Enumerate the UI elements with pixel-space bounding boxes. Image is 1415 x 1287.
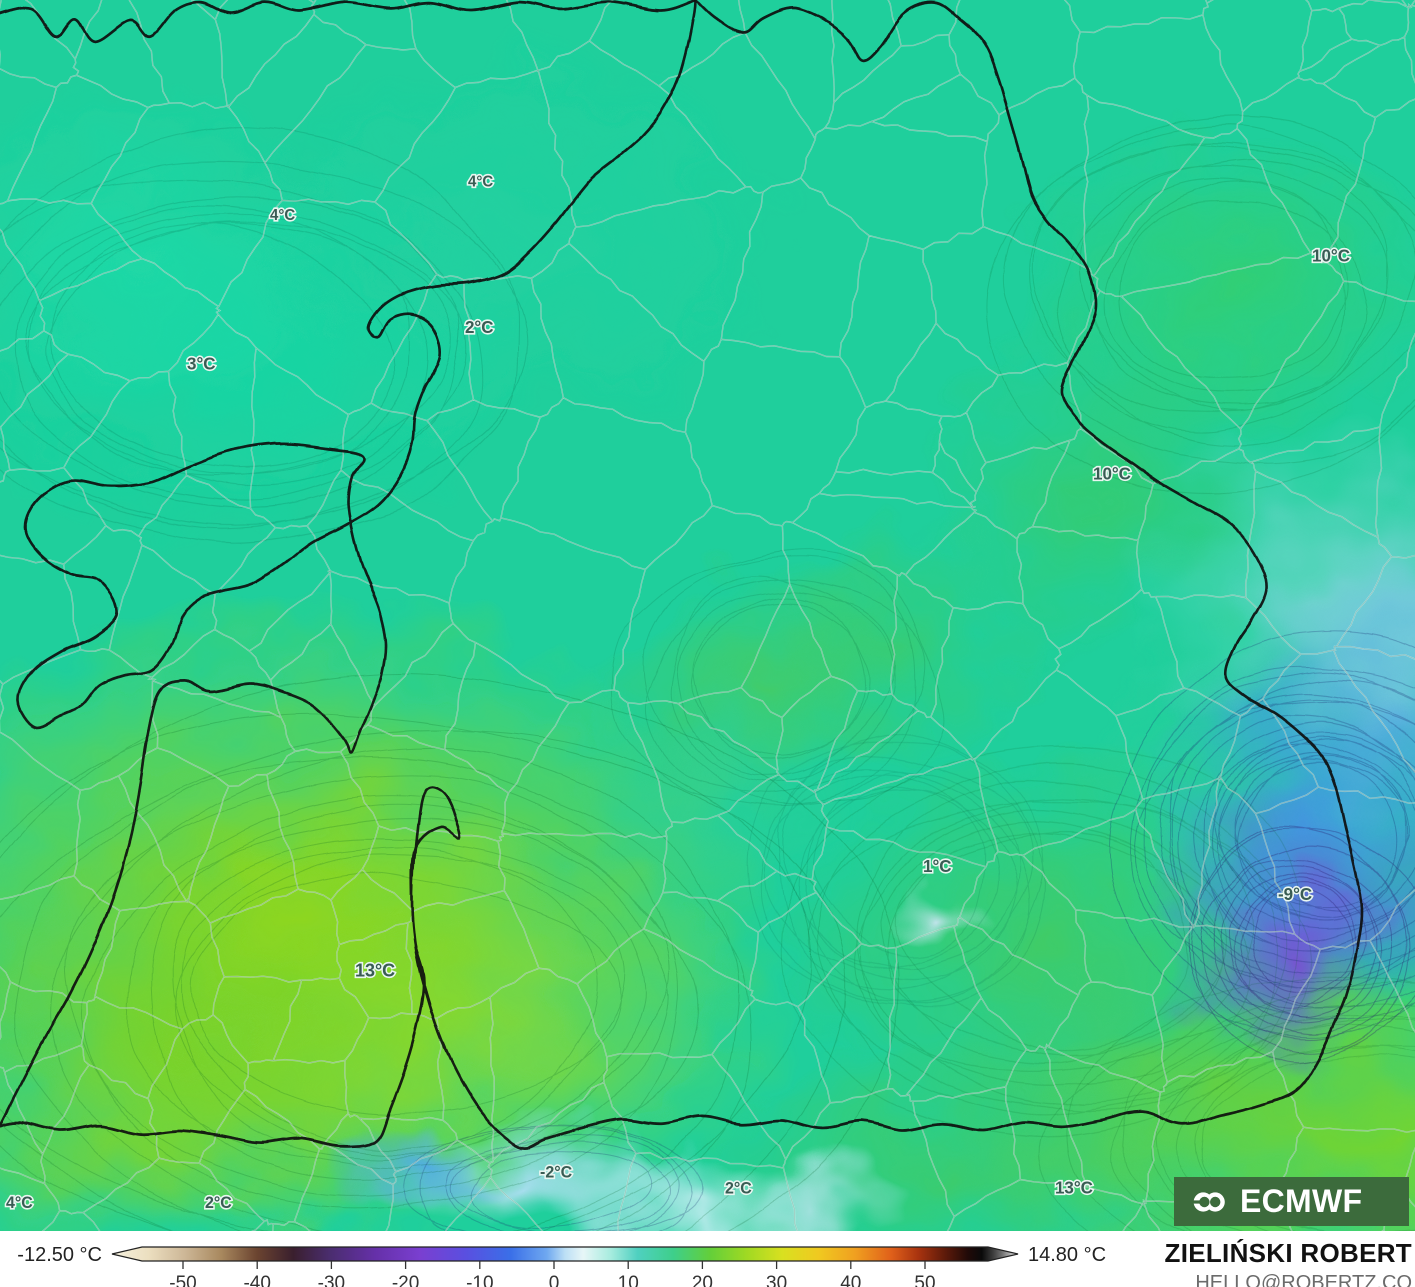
svg-text:4°C: 4°C	[6, 1194, 33, 1212]
svg-text:10°C: 10°C	[1312, 245, 1350, 265]
svg-text:2°C: 2°C	[465, 317, 494, 337]
svg-text:-40: -40	[243, 1273, 270, 1287]
svg-text:2°C: 2°C	[725, 1179, 752, 1197]
svg-text:-12.50 °C: -12.50 °C	[17, 1244, 102, 1266]
svg-text:40: 40	[840, 1273, 861, 1287]
svg-text:-10: -10	[466, 1273, 493, 1287]
svg-text:10: 10	[618, 1273, 639, 1287]
svg-text:30: 30	[766, 1273, 787, 1287]
svg-text:4°C: 4°C	[468, 173, 493, 190]
svg-text:1°C: 1°C	[923, 856, 952, 876]
svg-text:13°C: 13°C	[355, 959, 395, 980]
svg-text:10°C: 10°C	[1093, 463, 1131, 483]
svg-text:-20: -20	[392, 1273, 419, 1287]
svg-text:20: 20	[692, 1273, 713, 1287]
svg-text:-2°C: -2°C	[540, 1163, 572, 1181]
svg-text:-9°C: -9°C	[1278, 884, 1313, 904]
svg-text:-50: -50	[169, 1273, 196, 1287]
svg-text:0: 0	[549, 1273, 560, 1287]
svg-text:3°C: 3°C	[187, 353, 216, 373]
svg-text:2°C: 2°C	[205, 1194, 232, 1212]
svg-text:4°C: 4°C	[270, 207, 295, 224]
svg-text:13°C: 13°C	[1055, 1177, 1093, 1197]
svg-text:-30: -30	[318, 1273, 345, 1287]
